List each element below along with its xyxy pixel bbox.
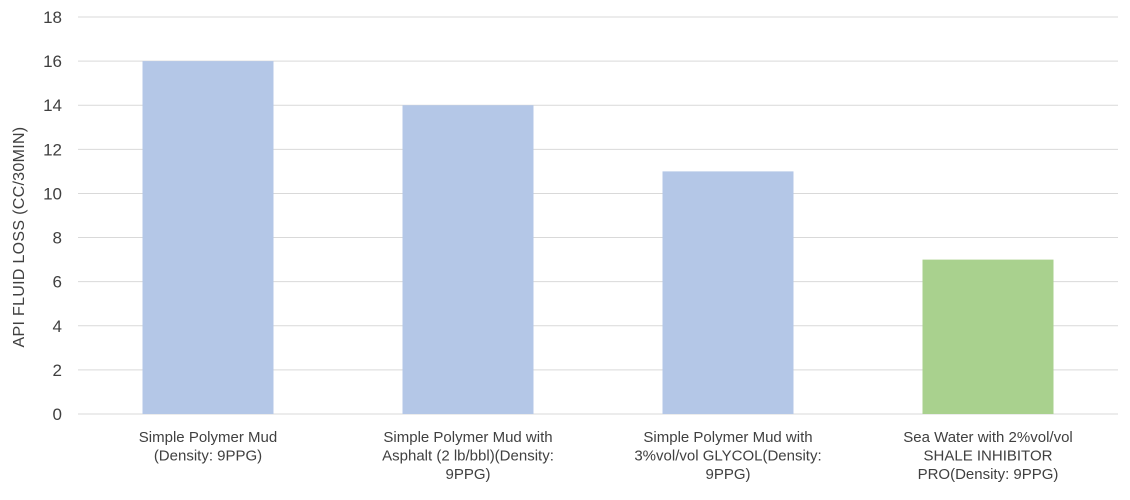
y-tick-label: 0: [53, 405, 62, 424]
y-tick-label: 8: [53, 229, 62, 248]
y-tick-label: 10: [43, 184, 62, 203]
x-category-label: Sea Water with 2%vol/vol SHALE INHIBITOR P…: [903, 429, 1073, 483]
y-axis-ticks: 0 2 4 6 8 10 12 14 16 18: [43, 8, 62, 424]
bar-1: [142, 61, 274, 414]
y-tick-label: 12: [43, 140, 62, 159]
x-category-label-line: SHALE INHIBITOR: [924, 448, 1053, 465]
y-tick-label: 4: [53, 317, 62, 336]
x-category-label: Simple Polymer Mud (Density: 9PPG): [139, 429, 277, 465]
x-category-label-line: (Density: 9PPG): [154, 448, 262, 465]
x-category-label-line: Simple Polymer Mud with: [383, 429, 552, 446]
x-category-label-line: Sea Water with 2%vol/vol: [903, 429, 1073, 446]
y-tick-label: 14: [43, 96, 62, 115]
x-category-label-line: Simple Polymer Mud: [139, 429, 277, 446]
y-tick-label: 18: [43, 8, 62, 27]
y-tick-label: 2: [53, 361, 62, 380]
bar-4: [922, 259, 1054, 414]
y-axis-title: API FLUID LOSS (CC/30MIN): [11, 127, 28, 348]
x-category-label-line: Simple Polymer Mud with: [643, 429, 812, 446]
x-category-label-line: PRO(Density: 9PPG): [918, 466, 1059, 483]
x-category-label-line: 9PPG): [445, 466, 490, 483]
x-category-label: Simple Polymer Mud with Asphalt (2 lb/bbl…: [382, 429, 554, 483]
x-category-label-line: Asphalt (2 lb/bbl)(Density:: [382, 448, 554, 465]
x-category-label-line: 3%vol/vol GLYCOL(Density:: [634, 448, 821, 465]
x-category-label-line: 9PPG): [705, 466, 750, 483]
bars: [142, 61, 1054, 414]
y-tick-label: 16: [43, 52, 62, 71]
x-category-label: Simple Polymer Mud with 3%vol/vol GLYCOL(…: [634, 429, 821, 483]
bar-2: [402, 105, 534, 414]
x-axis-labels: Simple Polymer Mud (Density: 9PPG)Simple …: [139, 429, 1073, 483]
bar-3: [662, 171, 794, 414]
y-tick-label: 6: [53, 273, 62, 292]
